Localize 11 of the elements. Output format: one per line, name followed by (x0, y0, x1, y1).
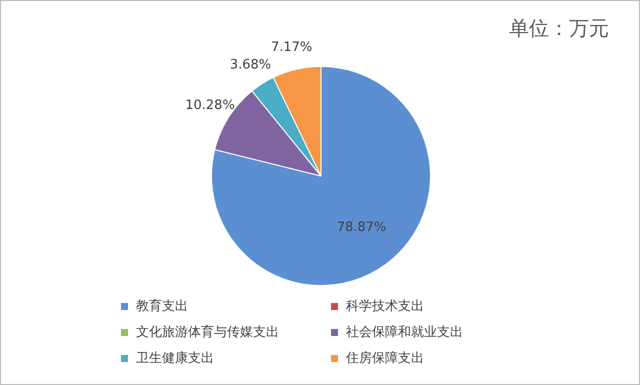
legend-label: 文化旅游体育与传媒支出 (136, 324, 279, 341)
legend-label: 社会保障和就业支出 (346, 324, 463, 341)
legend-label: 科学技术支出 (346, 298, 424, 315)
legend-label: 卫生健康支出 (136, 350, 214, 367)
legend-label: 住房保障支出 (346, 350, 424, 367)
text: 单位：万元 (509, 15, 609, 42)
data-label: 3.68% (230, 57, 272, 72)
data-label: 78.87% (336, 220, 386, 236)
data-label: 7.17% (270, 40, 312, 56)
data-label: 10.28% (185, 98, 235, 113)
legend-label: 教育支出 (136, 298, 188, 315)
